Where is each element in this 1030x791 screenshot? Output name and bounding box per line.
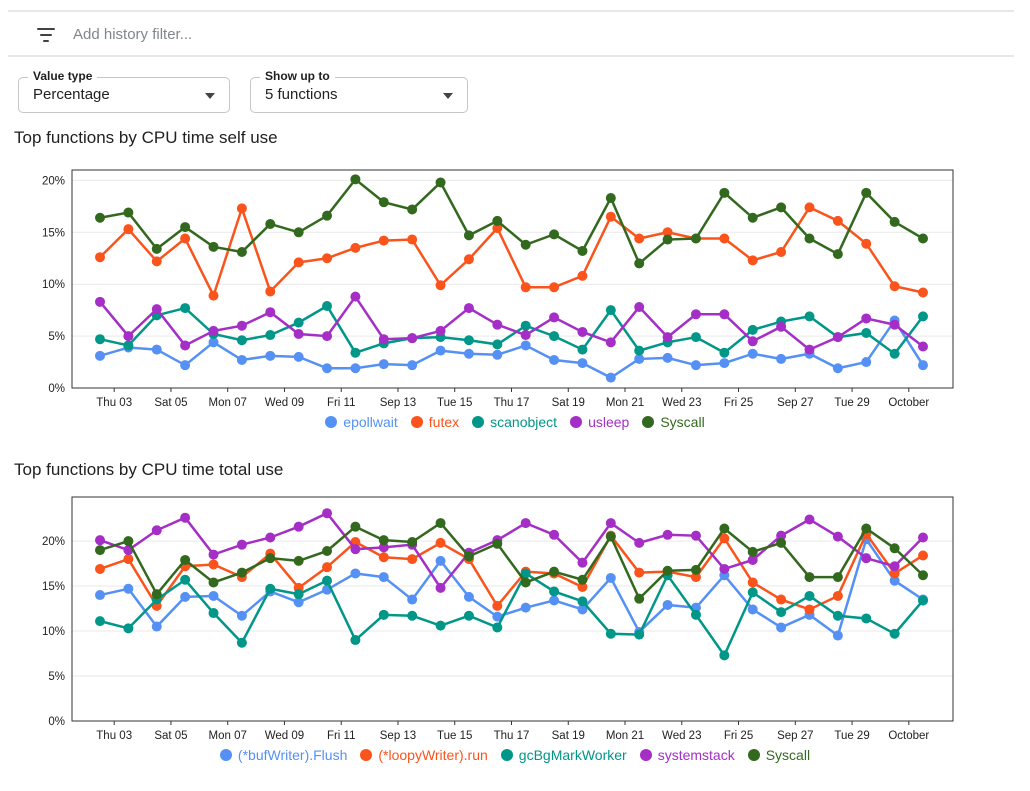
legend-item-epollwait[interactable]: epollwait [325, 414, 398, 430]
legend-item-systemstack[interactable]: systemstack [639, 747, 735, 763]
top-divider [8, 10, 1014, 12]
legend-item-usleep[interactable]: usleep [570, 414, 629, 430]
series-(*bufWriter).Flush [95, 534, 928, 641]
legend-label: (*bufWriter).Flush [237, 747, 348, 763]
legend-item-scanobject[interactable]: scanobject [472, 414, 557, 430]
legend-dot-icon [639, 749, 652, 761]
cpu-total-chart-legend: (*bufWriter).Flush (*loopyWriter).run gcBg… [0, 747, 1030, 763]
legend-dot-icon [219, 749, 232, 761]
svg-text:5%: 5% [48, 671, 65, 683]
svg-text:10%: 10% [42, 279, 65, 291]
svg-text:Thu 17: Thu 17 [494, 397, 530, 409]
svg-text:Mon 07: Mon 07 [209, 397, 247, 409]
legend-dot-icon [570, 416, 583, 428]
dropdown-arrow-icon [443, 93, 453, 99]
svg-text:15%: 15% [42, 227, 65, 239]
svg-text:Tue 29: Tue 29 [834, 730, 869, 742]
series-usleep [95, 291, 928, 355]
legend-label: gcBgMarkWorker [518, 747, 627, 763]
svg-text:Tue 15: Tue 15 [437, 730, 472, 742]
legend-item-(*loopyWriter).run[interactable]: (*loopyWriter).run [360, 747, 488, 763]
svg-text:Sep 27: Sep 27 [777, 730, 813, 742]
svg-text:Sat 05: Sat 05 [154, 397, 187, 409]
value-type-select[interactable]: Value type Percentage [18, 69, 230, 113]
legend-dot-icon [472, 416, 485, 428]
svg-text:Sep 27: Sep 27 [777, 397, 813, 409]
legend-item-(*bufWriter).Flush[interactable]: (*bufWriter).Flush [219, 747, 348, 763]
svg-text:Fri 11: Fri 11 [327, 397, 356, 409]
legend-label: Syscall [765, 747, 811, 763]
svg-text:Tue 29: Tue 29 [834, 397, 869, 409]
svg-text:Wed 09: Wed 09 [265, 730, 304, 742]
svg-text:Thu 03: Thu 03 [96, 397, 132, 409]
value-type-label: Value type [28, 69, 98, 83]
svg-text:Mon 21: Mon 21 [606, 730, 644, 742]
svg-text:20%: 20% [42, 536, 65, 548]
svg-text:Sep 13: Sep 13 [380, 730, 416, 742]
legend-label: usleep [588, 414, 630, 430]
svg-text:5%: 5% [48, 331, 65, 343]
series-futex [95, 202, 928, 301]
svg-text:Sat 05: Sat 05 [154, 730, 187, 742]
svg-text:October: October [888, 397, 929, 409]
cpu-self-chart-title: Top functions by CPU time self use [14, 128, 278, 147]
svg-text:Fri 25: Fri 25 [724, 397, 753, 409]
cpu-self-chart-legend: epollwait futex scanobject usleep Syscall [0, 414, 1030, 430]
legend-item-futex[interactable]: futex [410, 414, 460, 430]
svg-text:Fri 25: Fri 25 [724, 730, 753, 742]
svg-text:Sat 19: Sat 19 [552, 730, 585, 742]
value-type-value: Percentage [33, 86, 110, 103]
svg-text:0%: 0% [48, 383, 65, 395]
legend-dot-icon [410, 416, 423, 428]
legend-item-Syscall[interactable]: Syscall [642, 414, 705, 430]
svg-text:Thu 17: Thu 17 [494, 730, 530, 742]
dropdown-arrow-icon [205, 93, 215, 99]
cpu-total-chart: 0% 5% 10% 15% 20% Thu 03 Sat 05 Mon 07 Wed 09 Fri… [42, 496, 954, 742]
svg-text:October: October [888, 730, 929, 742]
series-epollwait [95, 315, 928, 383]
filter-list-icon [37, 28, 55, 42]
svg-text:Mon 21: Mon 21 [606, 397, 644, 409]
svg-text:Sep 13: Sep 13 [380, 397, 416, 409]
legend-item-Syscall[interactable]: Syscall [747, 747, 811, 763]
svg-text:0%: 0% [48, 716, 65, 728]
history-filter-input[interactable]: Add history filter... [73, 26, 193, 43]
show-up-to-select[interactable]: Show up to 5 functions [250, 69, 468, 113]
svg-text:Fri 11: Fri 11 [327, 730, 356, 742]
show-up-to-value: 5 functions [265, 86, 338, 103]
cpu-total-chart-title: Top functions by CPU time total use [14, 460, 284, 479]
legend-label: epollwait [343, 414, 398, 430]
legend-dot-icon [747, 749, 760, 761]
svg-text:20%: 20% [42, 175, 65, 187]
legend-dot-icon [642, 416, 655, 428]
legend-label: futex [428, 414, 460, 430]
svg-text:Wed 09: Wed 09 [265, 397, 304, 409]
series-Syscall [95, 174, 928, 269]
cpu-self-chart: 0% 5% 10% 15% 20% Thu 03 Sat 05 Mon 07 Wed 09 Fri… [42, 169, 954, 409]
svg-text:10%: 10% [42, 626, 65, 638]
svg-text:Tue 15: Tue 15 [437, 397, 472, 409]
svg-text:Thu 03: Thu 03 [96, 730, 132, 742]
filter-bar-divider [8, 55, 1014, 57]
legend-dot-icon [360, 749, 373, 761]
svg-text:Wed 23: Wed 23 [662, 730, 701, 742]
legend-dot-icon [500, 749, 513, 761]
svg-text:Sat 19: Sat 19 [552, 397, 585, 409]
svg-text:15%: 15% [42, 581, 65, 593]
svg-text:Mon 07: Mon 07 [209, 730, 247, 742]
legend-label: Syscall [660, 414, 705, 430]
legend-label: scanobject [490, 414, 558, 430]
legend-item-gcBgMarkWorker[interactable]: gcBgMarkWorker [500, 747, 627, 763]
legend-label: systemstack [657, 747, 735, 763]
svg-text:Wed 23: Wed 23 [662, 397, 701, 409]
series-Syscall [95, 518, 928, 604]
legend-dot-icon [325, 416, 338, 428]
legend-label: (*loopyWriter).run [378, 747, 488, 763]
show-up-to-label: Show up to [260, 69, 335, 83]
series-gcBgMarkWorker [95, 568, 928, 661]
